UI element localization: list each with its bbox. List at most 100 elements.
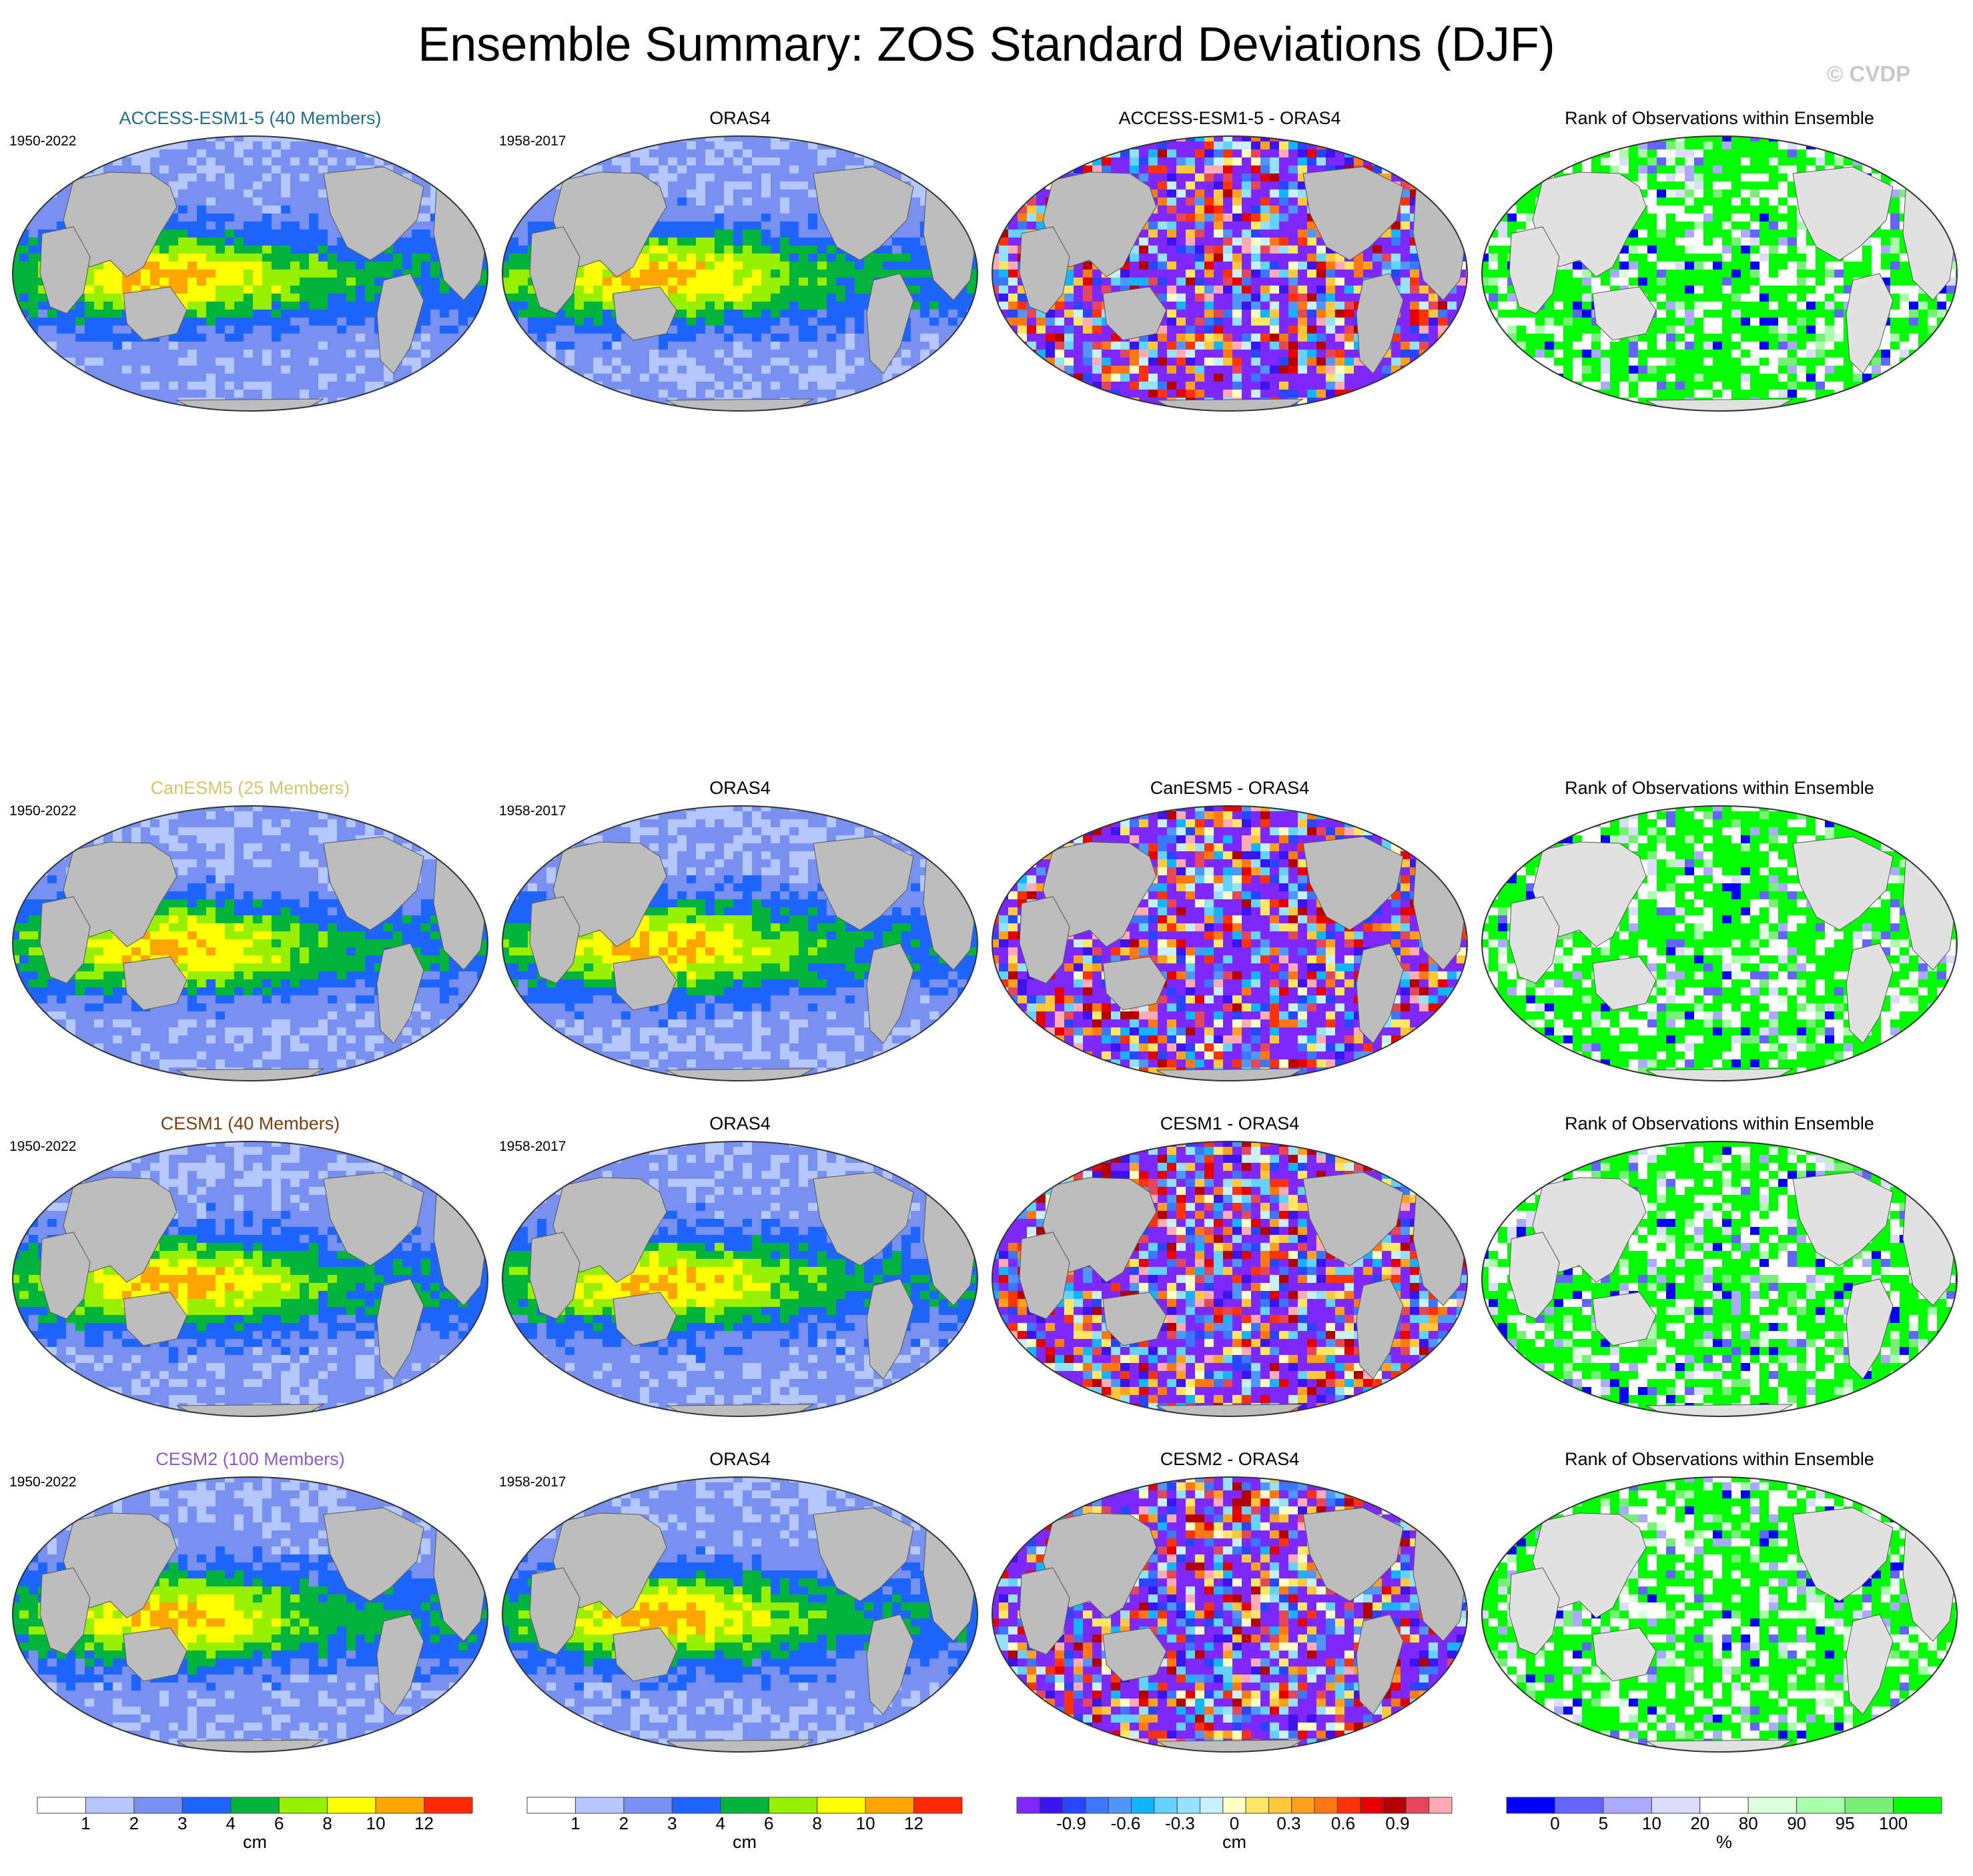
period-label: 1958-2017 bbox=[499, 1139, 566, 1155]
colorbar-units: cm bbox=[524, 1832, 965, 1853]
obs-panel: ORAS4 1958-2017 bbox=[496, 1448, 983, 1755]
panel-title: ACCESS-ESM1-5 - ORAS4 bbox=[986, 107, 1473, 129]
colorbar-tick-label: 8 bbox=[322, 1813, 332, 1832]
colorbar-tick-label: 0 bbox=[1230, 1813, 1239, 1832]
colorbar-tick-label: 1 bbox=[81, 1813, 90, 1832]
colorbar-swatch bbox=[424, 1797, 473, 1814]
panel-title: Rank of Observations within Ensemble bbox=[1476, 107, 1963, 129]
panel-title: CESM2 - ORAS4 bbox=[986, 1448, 1473, 1470]
world-map bbox=[502, 805, 978, 1081]
panel-title: CESM2 (100 Members) bbox=[7, 1448, 494, 1470]
panel-title: ACCESS-ESM1-5 (40 Members) bbox=[7, 107, 494, 129]
colorbar-swatch bbox=[1603, 1797, 1652, 1814]
colorbar-tick-label: 12 bbox=[414, 1813, 434, 1832]
difference-panel: CESM2 - ORAS4 bbox=[986, 1448, 1473, 1755]
rank-panel: Rank of Observations within Ensemble bbox=[1476, 1112, 1963, 1419]
colorbar-swatch bbox=[1506, 1797, 1555, 1814]
world-map bbox=[502, 1141, 978, 1417]
colorbar-tick-label: 2 bbox=[129, 1813, 139, 1832]
colorbar-tick-label: 80 bbox=[1739, 1813, 1758, 1832]
period-label: 1958-2017 bbox=[499, 803, 566, 819]
colorbar: -0.9 -0.6 -0.3 0 0.3 0.6 0.9 cm bbox=[1014, 1795, 1455, 1868]
colorbar-tick-label: 5 bbox=[1599, 1813, 1608, 1832]
colorbar-swatch bbox=[327, 1797, 376, 1814]
world-map bbox=[1481, 1476, 1958, 1753]
obs-panel: ORAS4 1958-2017 bbox=[496, 777, 983, 1083]
colorbar-swatch bbox=[526, 1797, 576, 1814]
colorbar-tick-label: -0.9 bbox=[1056, 1813, 1086, 1832]
colorbar-tick-label: 4 bbox=[716, 1813, 725, 1832]
colorbar-tick-label: 10 bbox=[856, 1813, 875, 1832]
colorbar-tick-label: 2 bbox=[619, 1813, 629, 1832]
colorbar-swatch bbox=[1893, 1797, 1942, 1814]
cvdp-watermark: © CVDP bbox=[1827, 61, 1910, 87]
colorbar-swatch bbox=[865, 1797, 915, 1814]
colorbar-tick-label: -0.6 bbox=[1111, 1813, 1141, 1832]
colorbar-tick-label: 0 bbox=[1550, 1813, 1559, 1832]
period-label: 1950-2022 bbox=[9, 1139, 76, 1155]
colorbar-swatch bbox=[1085, 1797, 1109, 1814]
obs-panel: ORAS4 1958-2017 bbox=[496, 107, 983, 414]
colorbar-swatch bbox=[671, 1797, 721, 1814]
difference-panel: ACCESS-ESM1-5 - ORAS4 bbox=[986, 107, 1473, 414]
colorbar-tick-label: 0.6 bbox=[1331, 1813, 1355, 1832]
period-label: 1950-2022 bbox=[9, 1474, 76, 1490]
world-map bbox=[1481, 1141, 1958, 1417]
colorbar-swatch bbox=[181, 1797, 232, 1814]
world-map bbox=[1481, 135, 1958, 412]
colorbar-swatch bbox=[1154, 1797, 1178, 1814]
colorbar-swatch bbox=[1291, 1797, 1315, 1814]
period-label: 1958-2017 bbox=[499, 133, 566, 149]
model-panel: CanESM5 (25 Members) 1950-2022 bbox=[7, 777, 494, 1083]
colorbar-swatch bbox=[37, 1797, 86, 1814]
panel-title: ORAS4 bbox=[496, 1448, 983, 1470]
panel-title: CESM1 (40 Members) bbox=[7, 1112, 494, 1135]
panel-title: ORAS4 bbox=[496, 1112, 983, 1135]
colorbar-tick-label: 6 bbox=[764, 1813, 773, 1832]
colorbar-swatch bbox=[1245, 1797, 1269, 1814]
colorbar-tick-label: 10 bbox=[366, 1813, 386, 1832]
colorbar-tick-label: 3 bbox=[177, 1813, 187, 1832]
colorbar-swatch bbox=[1554, 1797, 1604, 1814]
colorbar-swatch bbox=[1314, 1797, 1338, 1814]
period-label: 1958-2017 bbox=[499, 1474, 566, 1490]
colorbar-swatch bbox=[1747, 1797, 1798, 1814]
world-map bbox=[992, 805, 1468, 1081]
colorbar-swatch bbox=[1429, 1797, 1453, 1814]
colorbar-swatch bbox=[85, 1797, 135, 1814]
colorbar-tick-label: 10 bbox=[1642, 1813, 1661, 1832]
colorbar-tick-label: 0.9 bbox=[1385, 1813, 1409, 1832]
colorbar-tick-label: 20 bbox=[1690, 1813, 1709, 1832]
world-map bbox=[502, 1476, 978, 1753]
colorbar: 0 5 10 20 80 90 95 100% bbox=[1504, 1795, 1944, 1868]
panel-title: Rank of Observations within Ensemble bbox=[1476, 1448, 1963, 1470]
colorbar-swatch bbox=[1405, 1797, 1430, 1814]
panel-title: CanESM5 (25 Members) bbox=[7, 777, 494, 799]
colorbar-tick-label: 3 bbox=[667, 1813, 677, 1832]
colorbar-units: cm bbox=[35, 1832, 475, 1853]
panel-title: CESM1 - ORAS4 bbox=[986, 1112, 1473, 1135]
colorbar-swatch bbox=[1176, 1797, 1201, 1814]
colorbar-tick-label: -0.3 bbox=[1165, 1813, 1195, 1832]
colorbar-swatch bbox=[1796, 1797, 1846, 1814]
obs-panel: ORAS4 1958-2017 bbox=[496, 1112, 983, 1419]
colorbar-tick-label: 4 bbox=[226, 1813, 236, 1832]
model-panel: ACCESS-ESM1-5 (40 Members) 1950-2022 bbox=[7, 107, 494, 414]
panel-title: Rank of Observations within Ensemble bbox=[1476, 1112, 1963, 1135]
colorbar-swatch bbox=[1336, 1797, 1361, 1814]
colorbar-swatch bbox=[1222, 1797, 1246, 1814]
colorbar: 1 2 3 4 6 8 10 12 cm bbox=[35, 1795, 475, 1868]
figure-title: Ensemble Summary: ZOS Standard Deviation… bbox=[0, 15, 1973, 75]
world-map bbox=[12, 1141, 488, 1417]
world-map bbox=[12, 135, 488, 412]
colorbar-tick-label: 95 bbox=[1836, 1813, 1855, 1832]
world-map bbox=[992, 135, 1468, 412]
colorbar: 1 2 3 4 6 8 10 12 cm bbox=[524, 1795, 965, 1868]
colorbar-swatch bbox=[1131, 1797, 1155, 1814]
period-label: 1950-2022 bbox=[9, 133, 76, 149]
colorbar-tick-label: 0.3 bbox=[1276, 1813, 1300, 1832]
colorbar-swatch bbox=[1062, 1797, 1086, 1814]
world-map bbox=[502, 135, 978, 412]
colorbar-swatch bbox=[1039, 1797, 1064, 1814]
panel-title: ORAS4 bbox=[496, 107, 983, 129]
